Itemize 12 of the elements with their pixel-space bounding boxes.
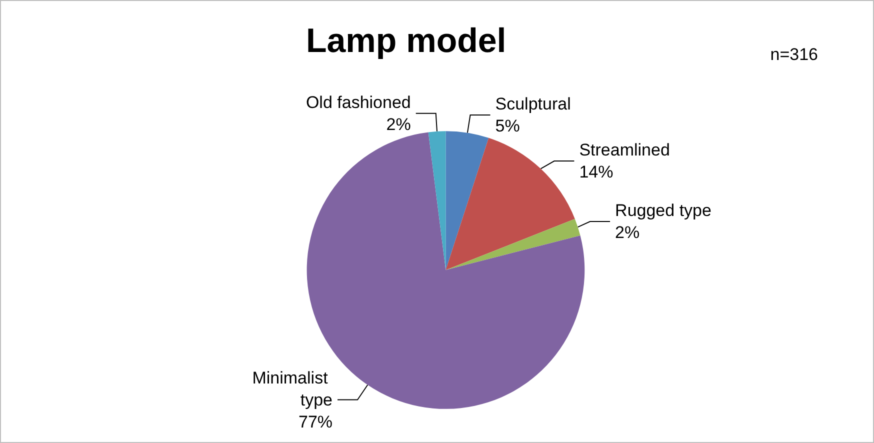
slice-label: Minimalist type	[252, 368, 333, 410]
slice-label: Old fashioned	[306, 92, 411, 112]
data-label: 14%	[579, 162, 614, 182]
data-label: 2%	[386, 114, 411, 134]
chart-title: Lamp model	[306, 22, 506, 60]
slice-label: Sculptural	[495, 94, 571, 114]
data-label: 5%	[495, 116, 520, 136]
data-label: 2%	[615, 223, 640, 242]
slice-label: Streamlined	[579, 140, 670, 160]
slice-label: Rugged type	[615, 201, 712, 220]
data-label: 77%	[298, 412, 333, 432]
text: n=316	[770, 45, 818, 64]
